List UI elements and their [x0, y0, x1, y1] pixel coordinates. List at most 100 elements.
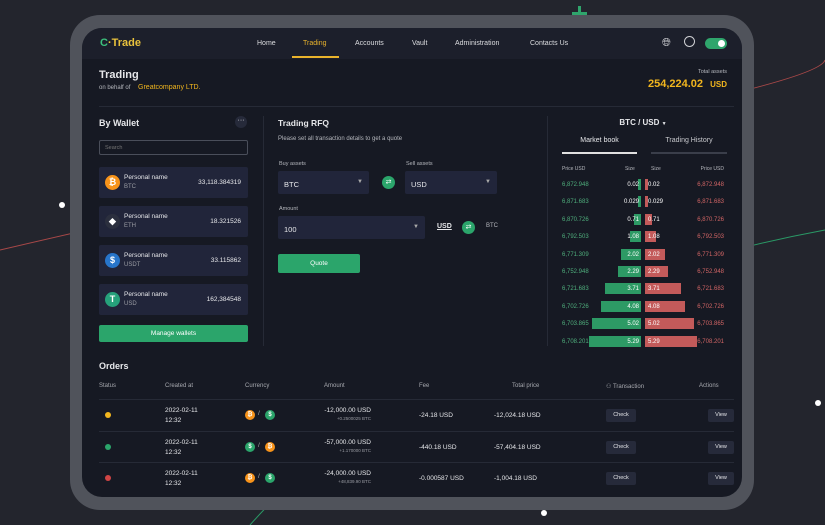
buy-assets-select[interactable]: BTC ▼	[278, 171, 369, 194]
rfq-subtitle: Please set all transaction details to ge…	[278, 136, 403, 142]
buy-price: 6,752.948	[562, 269, 589, 275]
total-price: -1,004.18 USD	[494, 475, 537, 482]
theme-toggle[interactable]	[705, 38, 727, 49]
nav-item-vault[interactable]: Vault	[412, 40, 428, 47]
company-link[interactable]: Greatcompany LTD.	[138, 84, 201, 91]
nav-item-home[interactable]: Home	[257, 40, 276, 47]
quote-button[interactable]: Quote	[278, 254, 360, 273]
amount-currency-usd[interactable]: USD	[437, 223, 452, 230]
currency-separator: /	[258, 441, 260, 449]
wallet-card[interactable]: T Personal name USD 162,384548	[99, 284, 248, 315]
amount-input[interactable]: 100 ▼	[278, 216, 425, 239]
sell-price: 6,771.309	[697, 251, 724, 258]
buy-size: 2.02	[627, 251, 639, 258]
amount: -12,000.00 USD +0.2500025 BTC	[324, 407, 371, 421]
nav-item-accounts[interactable]: Accounts	[355, 40, 384, 47]
buy-price: 6,721.683	[562, 286, 589, 293]
nav-item-administration[interactable]: Administration	[455, 40, 500, 47]
status-dot-completed	[105, 443, 111, 450]
amount: -57,000.00 USD +1.170000 BTC	[324, 438, 371, 453]
view-button[interactable]: View	[708, 409, 734, 422]
sell-price: 6,702.726	[697, 303, 724, 310]
buy-price: 6,703.865	[562, 321, 589, 328]
fee: -24.18 USD	[419, 412, 453, 419]
wallet-search-input[interactable]	[99, 140, 248, 155]
sell-price: 6,792.503	[697, 234, 724, 241]
wallet-asset: USDT	[124, 262, 141, 268]
top-nav: C·Trade Home Trading Accounts Vault Administ…	[82, 28, 742, 59]
header-price-buy: Price USD	[562, 166, 586, 172]
more-icon[interactable]: ···	[235, 116, 247, 128]
order-book-row[interactable]: 6,870.726 0.71 0.71 6,870.726	[548, 213, 738, 226]
fee: -440.18 USD	[419, 443, 457, 451]
order-book-row[interactable]: 6,871.683 0.029 0.029 6,871.683	[548, 196, 738, 208]
header-size-sell: Size	[651, 166, 661, 172]
view-button[interactable]: View	[708, 440, 734, 454]
column-header: Fee	[419, 383, 430, 389]
order-book-row[interactable]: 6,792.503 1.08 1.08 6,792.503	[548, 231, 738, 243]
sell-size: 2.29	[648, 269, 660, 275]
tab-underline	[651, 152, 727, 154]
check-button[interactable]: Check	[606, 472, 636, 485]
order-book-row[interactable]: 6,703.865 5.02 5.02 6,703.865	[548, 318, 738, 330]
logo[interactable]: C·Trade	[100, 37, 141, 49]
app-screen: C·Trade Home Trading Accounts Vault Administ…	[82, 28, 742, 497]
buy-price: 6,702.726	[562, 303, 589, 310]
tab-trading-history[interactable]: Trading History	[665, 137, 713, 144]
sell-depth-bar	[645, 231, 656, 243]
divider	[99, 106, 734, 107]
buy-size: 4.08	[627, 303, 639, 310]
wallet-name: Personal name	[124, 252, 168, 259]
check-button[interactable]: Check	[606, 409, 636, 422]
dollar-icon: $	[265, 473, 275, 483]
swap-icon[interactable]: ⇄	[462, 221, 475, 234]
wallet-balance: 18.321526	[210, 218, 241, 225]
buy-price: 6,871.683	[562, 199, 589, 206]
order-book-row[interactable]: 6,708.201 5.29 5.29 6,708.201	[548, 335, 738, 348]
check-button[interactable]: Check	[606, 440, 636, 454]
swap-icon[interactable]: ⇄	[382, 176, 395, 189]
pair-selector[interactable]: BTC / USD ▼	[619, 118, 667, 127]
view-button[interactable]: View	[708, 472, 734, 485]
order-book-row[interactable]: 6,721.683 3.71 3.71 6,721.683	[548, 283, 738, 295]
bitcoin-icon: ₿	[105, 175, 120, 190]
sell-depth-bar	[645, 335, 697, 347]
divider	[547, 116, 548, 346]
order-book-row[interactable]: 6,872.948 0.02 0.02 6,872.948	[548, 179, 738, 191]
wallet-name: Personal name	[124, 291, 168, 298]
wallet-card[interactable]: ₿ Personal name BTC 33,118.384319	[99, 167, 248, 198]
wallet-name: Personal name	[124, 213, 168, 220]
sell-size: 4.08	[648, 303, 660, 310]
order-book-row[interactable]: 6,702.726 4.08 4.08 6,702.726	[548, 300, 738, 313]
buy-depth-bar	[621, 248, 641, 260]
bitcoin-icon: ₿	[245, 473, 255, 483]
order-book: BTC / USD ▼ Market book Trading History …	[548, 28, 738, 348]
user-icon[interactable]	[684, 36, 695, 47]
wallet-name: Personal name	[124, 174, 168, 181]
nav-item-trading[interactable]: Trading	[303, 40, 327, 47]
order-book-row[interactable]: 6,771.309 2.02 2.02 6,771.309	[548, 248, 738, 261]
buy-depth-bar	[589, 335, 641, 347]
buy-size: 3.71	[627, 286, 639, 293]
sell-size: 5.02	[648, 321, 660, 328]
header-size-buy: Size	[625, 166, 635, 172]
nav-item-contacts-us[interactable]: Contacts Us	[530, 40, 569, 47]
tab-market-book[interactable]: Market book	[580, 137, 619, 144]
buy-price: 6,771.309	[562, 251, 589, 258]
buy-price: 6,792.503	[562, 234, 589, 241]
sell-assets-select[interactable]: USD ▼	[405, 171, 497, 194]
wallet-card[interactable]: ◆ Personal name ETH 18.321526	[99, 206, 248, 237]
fee: -0.000587 USD	[419, 475, 464, 482]
column-header: Created at	[165, 383, 194, 389]
wallet-balance: 33,118.384319	[198, 179, 241, 186]
buy-size: 2.29	[627, 269, 639, 275]
currency-separator: /	[258, 410, 260, 417]
order-book-row[interactable]: 6,752.948 2.29 2.29 6,752.948	[548, 266, 738, 278]
globe-icon[interactable]: 🌐︎	[662, 37, 671, 49]
wallet-card[interactable]: $ Personal name USDT 33.115862	[99, 245, 248, 276]
status-dot-pending	[105, 412, 111, 418]
amount-currency-btc[interactable]: BTC	[486, 223, 498, 229]
wallet-balance: 33.115862	[210, 257, 241, 264]
column-header: Total price	[512, 383, 540, 389]
manage-wallets-button[interactable]: Manage wallets	[99, 325, 248, 342]
